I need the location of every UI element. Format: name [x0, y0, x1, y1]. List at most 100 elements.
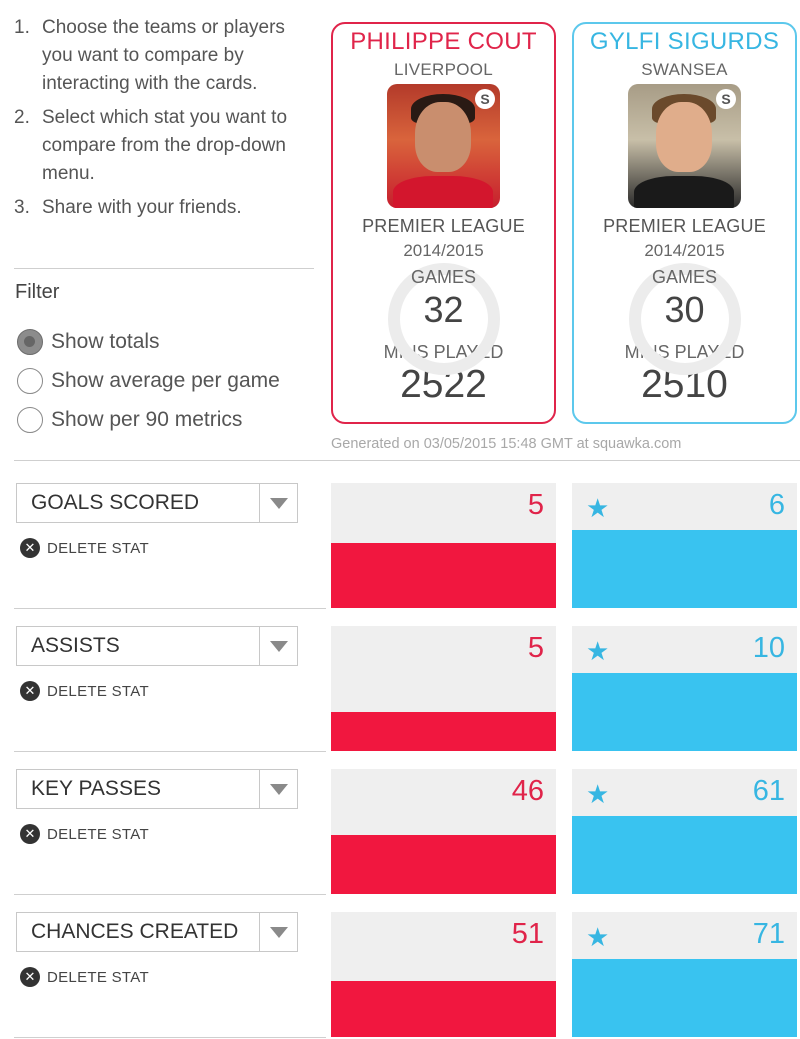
star-icon: ★	[586, 493, 610, 523]
league-name: PREMIER LEAGUE	[362, 216, 525, 236]
stat-value: 51	[511, 918, 544, 950]
chevron-down-icon	[269, 497, 288, 509]
dropdown-button[interactable]	[259, 770, 297, 808]
radio-label: Show average per game	[51, 368, 280, 392]
stat-select[interactable]: KEY PASSES	[16, 769, 298, 809]
radio-totals[interactable]	[17, 328, 43, 355]
generated-note: Generated on 03/05/2015 15:48 GMT at squ…	[331, 436, 682, 452]
instruction-text: Share with your friends.	[42, 197, 242, 218]
instruction-text: Choose the teams or players you want to …	[42, 17, 285, 94]
stat-value: 46	[511, 775, 544, 807]
player-name: PHILIPPE COUT	[350, 28, 537, 55]
stat-bar-fill	[331, 835, 556, 894]
stat-select[interactable]: ASSISTS	[16, 626, 298, 666]
stat-bar-fill	[331, 543, 556, 608]
dropdown-button[interactable]	[259, 627, 297, 665]
stat-select[interactable]: CHANCES CREATED	[16, 912, 298, 952]
stat-bar-p1: 46	[331, 769, 556, 894]
instruction-item: 2. Select which stat you want to compare …	[14, 104, 314, 188]
instruction-number: 1.	[14, 17, 30, 38]
stat-select[interactable]: GOALS SCORED	[16, 483, 298, 523]
divider	[14, 1037, 326, 1038]
delete-stat-label: DELETE STAT	[47, 968, 149, 986]
stat-row: GOALS SCORED ✕ DELETE STAT 5 6 ★	[0, 483, 800, 626]
stat-bar-p2: 10 ★	[572, 626, 797, 751]
stat-bar-fill	[572, 530, 797, 608]
instruction-text: Select which stat you want to compare fr…	[42, 107, 288, 184]
stat-value: 71	[752, 918, 785, 950]
games-label: GAMES	[651, 267, 717, 287]
instruction-number: 2.	[14, 107, 30, 128]
stat-bar-p1: 51	[331, 912, 556, 1037]
stat-value: 61	[752, 775, 785, 807]
radio-average[interactable]	[17, 367, 43, 394]
chevron-down-icon	[269, 783, 288, 795]
stat-bar-p1: 5	[331, 626, 556, 751]
star-icon: ★	[586, 922, 610, 952]
x-circle-icon: ✕	[20, 824, 40, 844]
instruction-number: 3.	[14, 197, 30, 218]
divider	[14, 268, 314, 269]
stat-bar-p1: 5	[331, 483, 556, 608]
x-circle-icon: ✕	[20, 681, 40, 701]
filter-title: Filter	[15, 281, 60, 303]
delete-stat-label: DELETE STAT	[47, 682, 149, 700]
filter-option-average[interactable]: Show average per game	[17, 361, 280, 400]
stat-bar-fill	[572, 816, 797, 894]
stat-row: CHANCES CREATED ✕ DELETE STAT 51 71 ★	[0, 912, 800, 1039]
games-value: 30	[664, 289, 705, 330]
filter-radio-group: Show totals Show average per game Show p…	[17, 322, 280, 439]
games-label: GAMES	[410, 267, 476, 287]
divider	[14, 751, 326, 752]
squawka-logo-icon: S	[475, 89, 495, 109]
player-club: SWANSEA	[641, 60, 728, 79]
chevron-down-icon	[269, 926, 288, 938]
instruction-item: 1. Choose the teams or players you want t…	[14, 14, 314, 98]
stat-bar-p2: 6 ★	[572, 483, 797, 608]
stat-select-label: GOALS SCORED	[31, 491, 200, 514]
instructions-list: 1. Choose the teams or players you want t…	[14, 14, 314, 228]
stat-select-label: CHANCES CREATED	[31, 920, 239, 943]
dropdown-button[interactable]	[259, 913, 297, 951]
instruction-item: 3. Share with your friends.	[14, 194, 314, 222]
filter-option-per90[interactable]: Show per 90 metrics	[17, 400, 280, 439]
delete-stat-button[interactable]: ✕ DELETE STAT	[20, 538, 149, 558]
stat-bar-fill	[572, 959, 797, 1037]
stat-value: 6	[768, 489, 785, 521]
x-circle-icon: ✕	[20, 538, 40, 558]
delete-stat-button[interactable]: ✕ DELETE STAT	[20, 681, 149, 701]
divider	[14, 608, 326, 609]
player-club: LIVERPOOL	[393, 60, 494, 79]
stat-row: KEY PASSES ✕ DELETE STAT 46 61 ★	[0, 769, 800, 912]
chevron-down-icon	[269, 640, 288, 652]
season: 2014/2015	[403, 241, 484, 260]
stat-row: ASSISTS ✕ DELETE STAT 5 10 ★	[0, 626, 800, 769]
star-icon: ★	[586, 779, 610, 809]
x-circle-icon: ✕	[20, 967, 40, 987]
stat-bar-p2: 71 ★	[572, 912, 797, 1037]
player-card-1[interactable]: PHILIPPE COUT LIVERPOOL S PREMIER LEAGUE…	[331, 22, 556, 424]
delete-stat-button[interactable]: ✕ DELETE STAT	[20, 967, 149, 987]
divider	[14, 894, 326, 895]
stat-bar-fill	[572, 673, 797, 751]
player-photo: S	[628, 84, 741, 208]
dropdown-button[interactable]	[259, 484, 297, 522]
player-name: GYLFI SIGURDS	[589, 28, 780, 55]
league-name: PREMIER LEAGUE	[603, 216, 766, 236]
delete-stat-button[interactable]: ✕ DELETE STAT	[20, 824, 149, 844]
divider	[14, 460, 800, 461]
stat-select-label: KEY PASSES	[31, 777, 161, 800]
stat-value: 5	[527, 632, 544, 664]
stat-value: 5	[527, 489, 544, 521]
star-icon: ★	[586, 636, 610, 666]
delete-stat-label: DELETE STAT	[47, 825, 149, 843]
squawka-logo-icon: S	[716, 89, 736, 109]
season: 2014/2015	[644, 241, 725, 260]
radio-label: Show per 90 metrics	[51, 407, 243, 431]
stat-bar-fill	[331, 712, 556, 751]
player-card-2[interactable]: GYLFI SIGURDS SWANSEA S PREMIER LEAGUE 2…	[572, 22, 797, 424]
stat-bar-fill	[331, 981, 556, 1037]
radio-per90[interactable]	[17, 406, 43, 433]
delete-stat-label: DELETE STAT	[47, 539, 149, 557]
filter-option-totals[interactable]: Show totals	[17, 322, 280, 361]
